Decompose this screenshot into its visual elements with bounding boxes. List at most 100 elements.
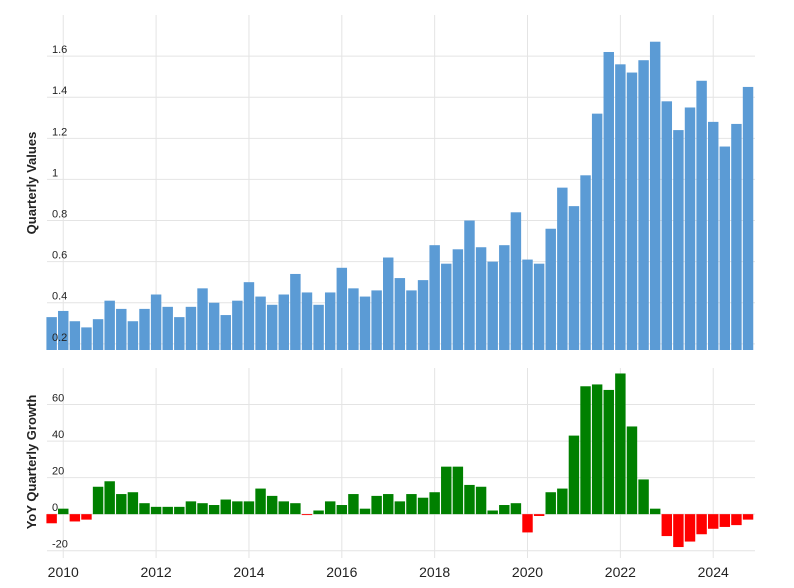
y-axis-label: YoY Quarterly Growth [24, 395, 39, 530]
x-tick-label: 2022 [605, 564, 636, 580]
bar [116, 308, 127, 350]
bar [348, 494, 359, 515]
y-tick-label: 0.2 [52, 332, 67, 344]
bar [615, 64, 626, 351]
bar [615, 373, 626, 515]
bar [441, 263, 452, 350]
bar [69, 514, 81, 522]
y-tick-label: 20 [52, 466, 64, 478]
bar [116, 494, 127, 515]
bar [545, 492, 556, 515]
x-tick-label: 2014 [233, 564, 264, 580]
bar [162, 306, 173, 350]
bar [336, 505, 348, 515]
x-tick-label: 2024 [698, 564, 729, 580]
bar [661, 101, 673, 350]
bar [324, 501, 336, 515]
bar [661, 514, 673, 537]
bar [406, 290, 417, 350]
bar [220, 499, 231, 515]
bar [649, 41, 661, 350]
bar [92, 319, 104, 350]
bar [742, 514, 754, 520]
y-tick-label: 40 [52, 429, 64, 441]
bar [522, 259, 533, 350]
bar [464, 484, 475, 515]
bar [255, 488, 266, 515]
bar [104, 481, 115, 515]
bar [510, 503, 522, 515]
bar [278, 294, 289, 350]
bar [464, 220, 475, 350]
bar [278, 501, 289, 515]
bar [499, 245, 510, 350]
bar [580, 175, 591, 350]
y-tick-label: -20 [52, 539, 68, 551]
bar [69, 321, 81, 350]
bar [417, 497, 429, 515]
bar [290, 273, 301, 350]
y-tick-label: 60 [52, 393, 64, 405]
bar [301, 514, 313, 516]
bar [58, 310, 69, 350]
bar [649, 508, 661, 515]
bar [127, 321, 139, 350]
bar [150, 506, 162, 515]
bar [313, 304, 324, 350]
bar [174, 506, 185, 515]
bar [348, 288, 359, 350]
bar [232, 501, 243, 515]
bar [150, 294, 162, 350]
bar [719, 146, 731, 350]
bar [81, 327, 92, 350]
bar [742, 86, 754, 350]
y-tick-label: 0.8 [52, 209, 67, 221]
bar [197, 503, 208, 515]
bar [696, 80, 707, 350]
x-tick-label: 2020 [512, 564, 543, 580]
bar [243, 282, 255, 350]
bar [731, 514, 742, 526]
bar [417, 280, 429, 350]
bar [371, 290, 382, 350]
bar [266, 495, 278, 515]
bar [441, 466, 452, 515]
bar [197, 288, 208, 350]
bar [626, 72, 638, 350]
y-tick-label: 1.4 [52, 85, 67, 97]
bar [139, 308, 150, 350]
bar [81, 514, 92, 520]
bar [522, 514, 533, 533]
bar [383, 257, 394, 350]
bar [185, 501, 197, 515]
x-tick-label: 2010 [48, 564, 79, 580]
y-tick-label: 1 [52, 167, 58, 179]
y-tick-label: 1.2 [52, 126, 67, 138]
bar [324, 292, 336, 350]
bar [731, 123, 742, 350]
bar [383, 494, 394, 515]
bar [638, 479, 649, 515]
bar [452, 466, 464, 515]
x-tick-label: 2018 [419, 564, 450, 580]
bar [92, 486, 104, 515]
bar [603, 51, 614, 350]
bar [626, 426, 638, 515]
bar [313, 510, 324, 515]
bar [255, 296, 266, 350]
bar [510, 212, 522, 350]
bar [591, 384, 603, 515]
y-tick-label: 0 [52, 502, 58, 514]
bar [487, 510, 498, 515]
bar [719, 514, 731, 527]
bar [359, 296, 371, 350]
bar [406, 494, 417, 515]
bar [557, 488, 568, 515]
bar [394, 501, 406, 515]
bar [58, 508, 69, 515]
bar [46, 317, 57, 350]
y-tick-label: 0.4 [52, 291, 67, 303]
bar [301, 292, 313, 350]
bar [139, 503, 150, 515]
